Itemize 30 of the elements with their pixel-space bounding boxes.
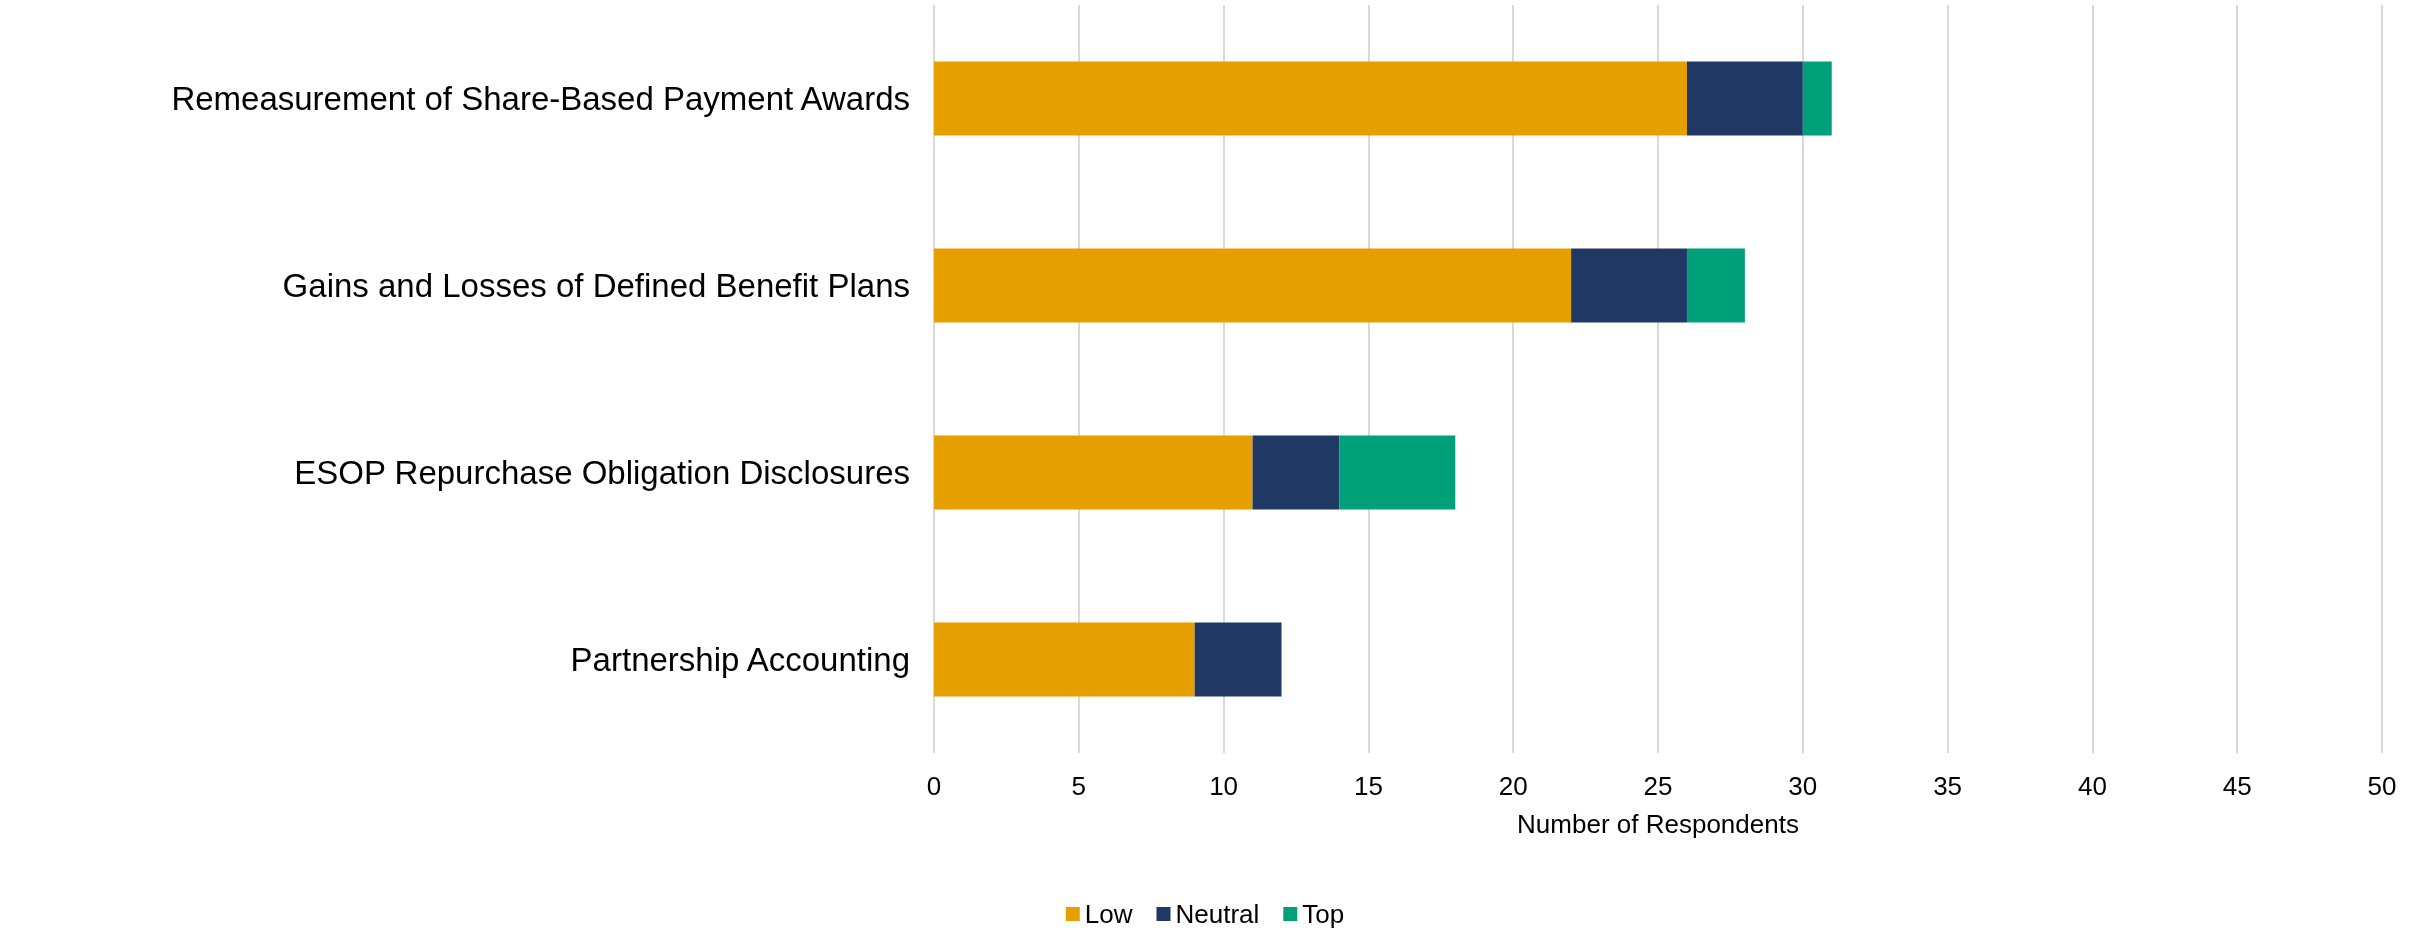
- x-tick-label: 40: [2077, 771, 2107, 801]
- bar: [1802, 61, 1832, 136]
- bar: [1339, 435, 1456, 510]
- y-tick-label: Gains and Losses of Defined Benefit Plans: [282, 267, 910, 304]
- x-tick-label: 15: [1353, 771, 1383, 801]
- x-tick-label: 0: [926, 771, 942, 801]
- legend-label: Neutral: [1175, 899, 1260, 929]
- x-tick-label: 20: [1498, 771, 1528, 801]
- x-tick-label: 35: [1933, 771, 1963, 801]
- bar: [1686, 248, 1745, 323]
- bar: [1194, 622, 1282, 697]
- x-tick-label: 30: [1788, 771, 1818, 801]
- legend-label: Low: [1084, 899, 1133, 929]
- bar: [934, 622, 1195, 697]
- x-tick-label: 10: [1209, 771, 1239, 801]
- bar: [934, 248, 1572, 323]
- bar: [1571, 248, 1687, 323]
- y-tick-label: ESOP Repurchase Obligation Disclosures: [294, 454, 910, 491]
- legend-label: Top: [1302, 899, 1345, 929]
- bar: [1252, 435, 1340, 510]
- x-tick-label: 45: [2222, 771, 2252, 801]
- bar: [934, 435, 1253, 510]
- x-tick-label: 5: [1071, 771, 1087, 801]
- x-axis-title: Number of Respondents: [1517, 809, 1799, 839]
- y-tick-label: Partnership Accounting: [570, 641, 910, 678]
- x-tick-label: 50: [2367, 771, 2397, 801]
- y-tick-label: Remeasurement of Share-Based Payment Awards: [171, 80, 910, 117]
- bar: [934, 61, 1687, 136]
- bar: [1686, 61, 1803, 136]
- x-tick-label: 25: [1643, 771, 1673, 801]
